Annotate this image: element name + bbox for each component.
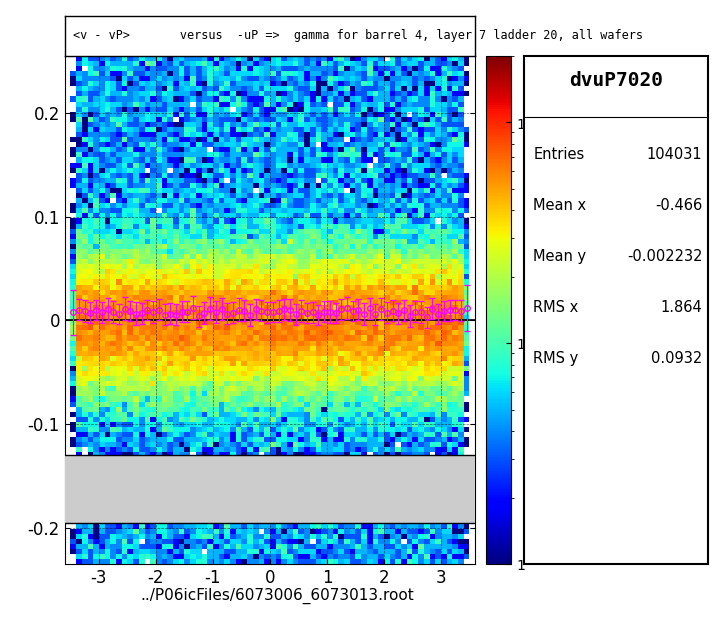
Text: -0.466: -0.466 bbox=[655, 198, 702, 213]
Text: Mean y: Mean y bbox=[534, 249, 587, 264]
Text: Mean x: Mean x bbox=[534, 198, 587, 213]
Text: dvuP7020: dvuP7020 bbox=[569, 71, 663, 90]
Text: RMS x: RMS x bbox=[534, 300, 579, 315]
Text: 0.0932: 0.0932 bbox=[651, 351, 702, 366]
Text: -0.002232: -0.002232 bbox=[626, 249, 702, 264]
Text: 104031: 104031 bbox=[647, 148, 702, 162]
Text: <v - vP>       versus  -uP =>  gamma for barrel 4, layer 7 ladder 20, all wafers: <v - vP> versus -uP => gamma for barrel … bbox=[73, 29, 643, 42]
Text: Entries: Entries bbox=[534, 148, 585, 162]
Text: RMS y: RMS y bbox=[534, 351, 579, 366]
Bar bbox=[65, 455, 475, 523]
Text: 1.864: 1.864 bbox=[660, 300, 702, 315]
Text: ../P06icFiles/6073006_6073013.root: ../P06icFiles/6073006_6073013.root bbox=[140, 588, 414, 604]
